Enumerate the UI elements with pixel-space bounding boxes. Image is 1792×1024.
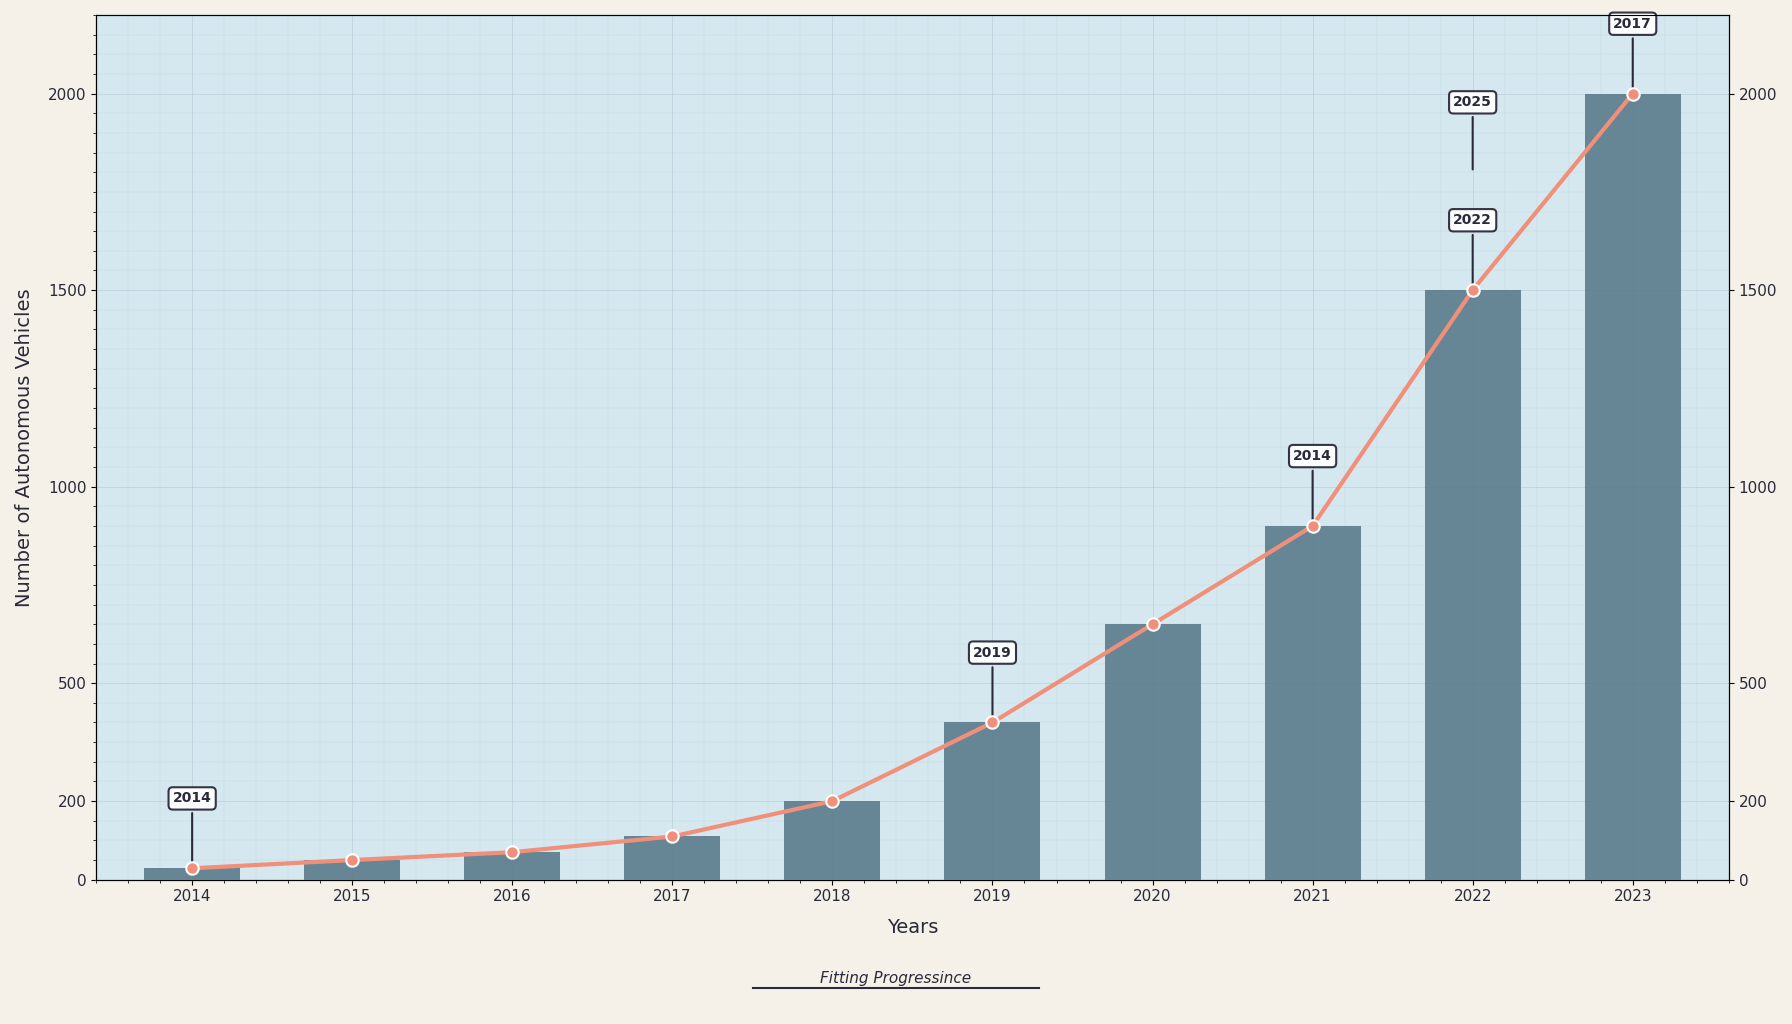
Bar — [143, 868, 240, 880]
Text: 2025: 2025 — [1453, 95, 1493, 169]
Bar — [1104, 625, 1201, 880]
Bar — [1265, 526, 1360, 880]
Point — [819, 793, 848, 809]
Text: 2017: 2017 — [1613, 16, 1652, 91]
Text: 2014: 2014 — [1294, 450, 1331, 523]
Point — [658, 828, 686, 845]
Text: 2014: 2014 — [172, 792, 211, 865]
Bar — [1584, 93, 1681, 880]
Bar — [785, 801, 880, 880]
Text: 2019: 2019 — [973, 645, 1012, 720]
Point — [1618, 85, 1647, 101]
Point — [1459, 282, 1487, 298]
Point — [978, 715, 1007, 731]
Bar — [944, 723, 1041, 880]
Bar — [305, 860, 400, 880]
Point — [339, 852, 367, 868]
X-axis label: Years: Years — [887, 919, 939, 937]
Point — [177, 860, 206, 877]
Bar — [464, 852, 561, 880]
Text: 2022: 2022 — [1453, 213, 1493, 288]
Point — [1297, 518, 1326, 535]
Point — [498, 844, 527, 860]
Text: Fitting Progressince: Fitting Progressince — [821, 971, 971, 986]
Y-axis label: Number of Autonomous Vehicles: Number of Autonomous Vehicles — [14, 288, 34, 606]
Bar — [1425, 290, 1521, 880]
Point — [1138, 616, 1167, 633]
Bar — [624, 837, 720, 880]
